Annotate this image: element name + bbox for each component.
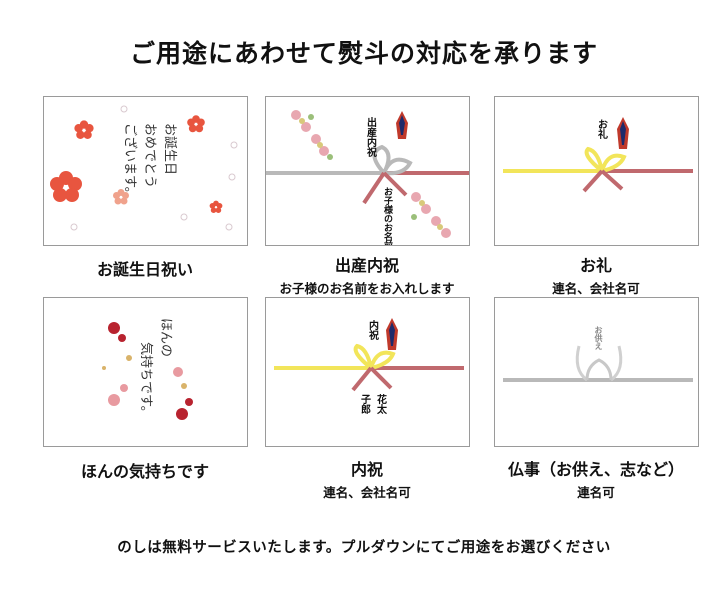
thanks-art-line: お礼: [596, 119, 608, 140]
caption-birth-return-title: 出産内祝: [334, 256, 399, 275]
birthday-line-3: ございます。: [122, 123, 138, 200]
footer-note: のしは無料サービスいたします。プルダウンにてご用途をお選びください: [117, 539, 611, 556]
caption-buddhist-title: 仏事（お供え、志など）: [507, 460, 684, 479]
card-buddhist[interactable]: お供え: [494, 297, 699, 447]
caption-return-gift-title: 内祝: [350, 460, 383, 479]
birth-return-art-line-2: お子様のお名前: [382, 187, 393, 246]
return-gift-art-line-3: 子郎: [359, 394, 371, 415]
card-small-token[interactable]: ほんの 気持ちです。: [43, 297, 248, 447]
birthday-line-1: お誕生日: [162, 123, 177, 175]
birthday-line-2: おめでとう: [142, 123, 157, 188]
card-birth-return[interactable]: 出産内祝 お子様のお名前: [265, 96, 470, 246]
caption-buddhist-sub: 連名可: [577, 485, 615, 500]
caption-thanks-sub: 連名、会社名可: [552, 281, 640, 296]
birth-return-art-line-1: 出産内祝: [365, 116, 377, 158]
birth-return-noshi-art: 出産内祝 お子様のお名前: [266, 110, 469, 246]
return-gift-art-line-1: 内祝: [367, 319, 379, 341]
caption-return-gift-sub: 連名、会社名可: [323, 485, 411, 500]
small-token-line-1: ほんの: [158, 318, 173, 357]
caption-small-token: ほんの気持ちです: [25, 458, 265, 482]
return-gift-art-line-2: 花太: [375, 393, 388, 415]
return-gift-noshi-art: 内祝 花太 子郎: [274, 318, 464, 415]
card-thanks[interactable]: お礼: [494, 96, 699, 246]
caption-return-gift: 内祝 連名、会社名可: [247, 456, 487, 501]
buddhist-noshi-art: お供え: [503, 326, 693, 382]
caption-buddhist: 仏事（お供え、志など） 連名可: [476, 456, 716, 501]
thanks-noshi-art: お礼: [503, 117, 693, 193]
small-token-line-2: 気持ちです。: [138, 342, 154, 419]
caption-birth-return-sub: お子様のお名前をお入れします: [279, 281, 455, 296]
page-title: ご用途にあわせて熨斗の対応を承ります: [129, 39, 598, 68]
caption-birthday-title: お誕生日祝い: [96, 260, 193, 279]
caption-small-token-title: ほんの気持ちです: [80, 462, 209, 481]
caption-thanks: お礼 連名、会社名可: [476, 252, 716, 297]
small-token-noshi-art: ほんの 気持ちです。: [102, 318, 193, 420]
caption-thanks-title: お礼: [579, 256, 612, 275]
card-return-gift[interactable]: 内祝 花太 子郎: [265, 297, 470, 447]
buddhist-art-line: お供え: [594, 326, 604, 350]
caption-birthday: お誕生日祝い: [25, 256, 265, 280]
birthday-noshi-art: お誕生日 おめでとう ございます。: [50, 105, 238, 231]
card-birthday[interactable]: お誕生日 おめでとう ございます。: [43, 96, 248, 246]
caption-birth-return: 出産内祝 お子様のお名前をお入れします: [247, 252, 487, 297]
